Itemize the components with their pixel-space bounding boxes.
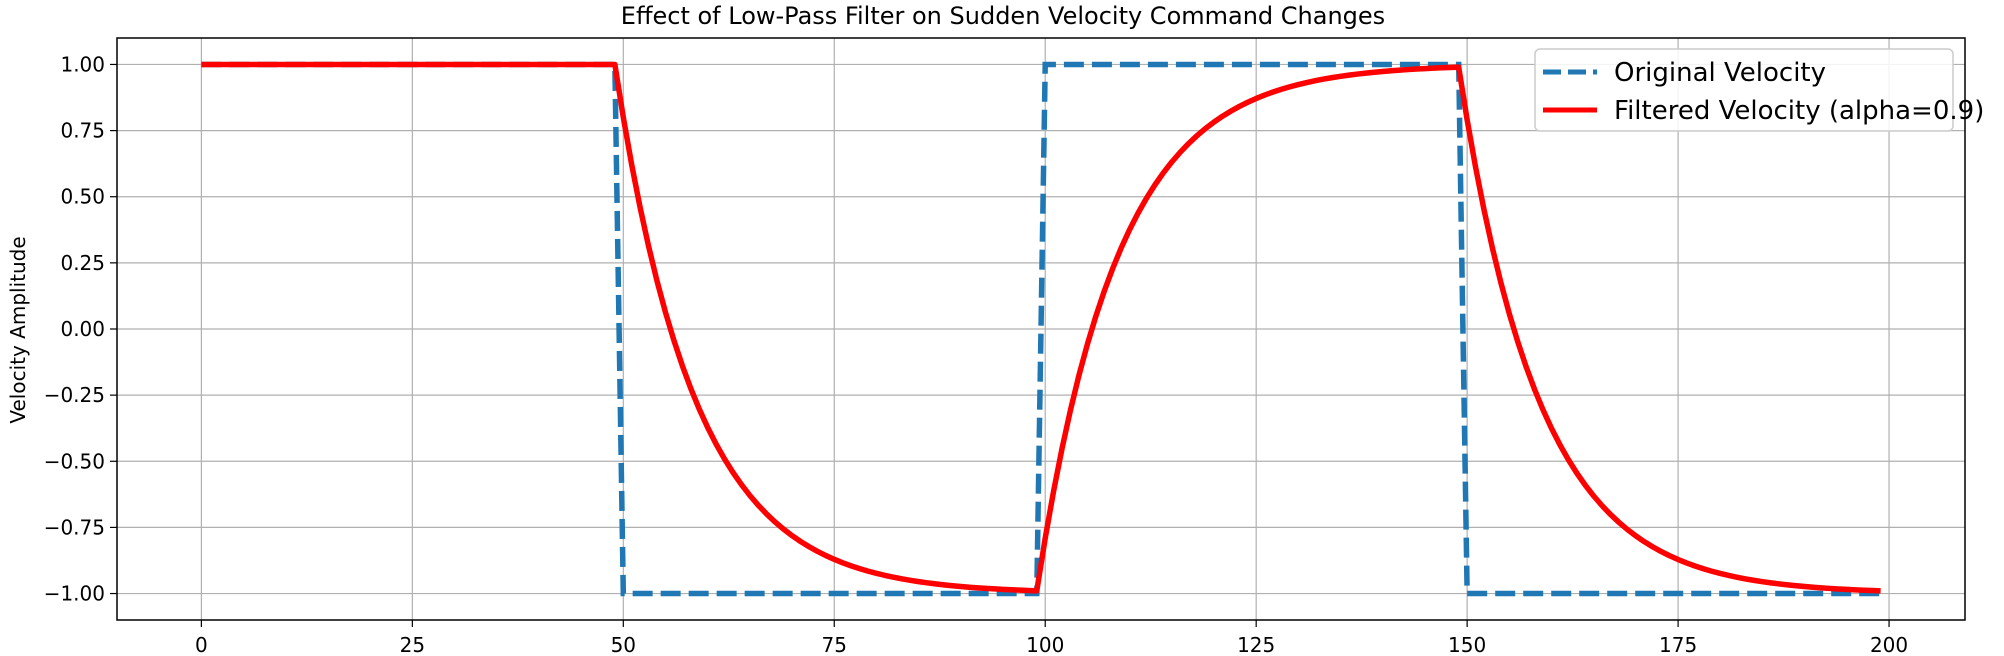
- x-tick-label: 150: [1448, 633, 1486, 656]
- y-tick-label: −0.50: [44, 449, 105, 473]
- y-axis: 1.00 0.75 0.50 0.25 0.00 −0.25 −0.50 −0.75 −1.00: [44, 52, 117, 606]
- x-tick-label: 100: [1026, 633, 1064, 656]
- chart-title: Effect of Low-Pass Filter on Sudden Velo…: [621, 2, 1385, 30]
- y-tick-label: −1.00: [44, 582, 105, 606]
- legend-original-label: Original Velocity: [1614, 58, 1826, 88]
- x-tick-label: 25: [400, 633, 425, 656]
- y-axis-label: Velocity Amplitude: [6, 236, 30, 423]
- x-tick-label: 125: [1237, 633, 1275, 656]
- x-tick-label: 200: [1870, 633, 1908, 656]
- x-tick-label: 75: [822, 633, 847, 656]
- x-tick-label: 0: [195, 633, 208, 656]
- y-tick-label: 0.25: [60, 251, 105, 275]
- legend-box: [1534, 48, 1954, 132]
- series-layer: [201, 61, 1881, 597]
- legend-filtered-label: Filtered Velocity (alpha=0.9): [1614, 96, 1984, 126]
- y-tick-label: −0.25: [44, 383, 105, 407]
- x-tick-label: 50: [611, 633, 636, 656]
- y-tick-label: 0.75: [60, 119, 105, 143]
- legend: Original Velocity Filtered Velocity (alp…: [1534, 48, 1984, 132]
- y-tick-label: 1.00: [60, 52, 105, 76]
- filtered-velocity-line: [201, 61, 1881, 594]
- x-axis: 0 25 50 75 100 125 150 175 200: [195, 620, 1908, 656]
- y-tick-label: −0.75: [44, 515, 105, 539]
- y-tick-label: 0.50: [60, 185, 105, 209]
- y-tick-label: 0.00: [60, 317, 105, 341]
- x-tick-label: 175: [1659, 633, 1697, 656]
